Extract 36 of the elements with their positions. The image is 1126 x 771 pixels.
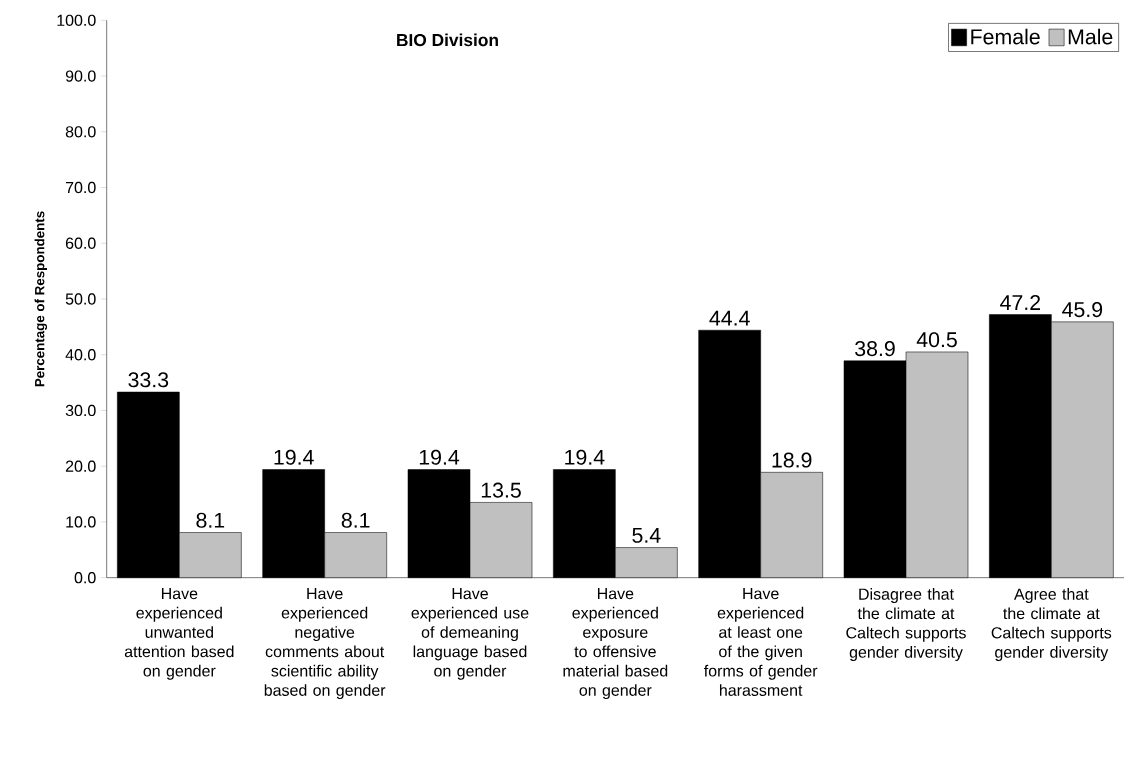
x-tick-label: Have experienced use of demeaning language based on gender <box>411 588 529 680</box>
y-tick-label: 50.0 <box>65 293 96 305</box>
data-label: 33.3 <box>128 372 169 388</box>
y-tick-label: 0.0 <box>74 572 96 584</box>
data-label: 18.9 <box>772 452 812 468</box>
data-label: 13.5 <box>481 482 521 498</box>
data-label: 45.9 <box>1062 302 1103 318</box>
data-label: 19.4 <box>565 449 605 465</box>
data-label: 19.4 <box>419 449 460 465</box>
x-tick-label: Agree that the climate at Caltech supports gender diversity <box>991 588 1112 661</box>
y-tick-label: 30.0 <box>65 404 96 417</box>
y-tick-label: 60.0 <box>65 237 96 249</box>
data-label: 47.2 <box>1000 295 1041 310</box>
y-tick-label: 70.0 <box>65 181 96 194</box>
y-tick-label: 10.0 <box>66 516 96 528</box>
y-tick-label: 40.0 <box>65 349 96 361</box>
text: BIO Division <box>397 33 498 47</box>
data-label: 40.5 <box>916 332 957 348</box>
x-tick-label: Have experienced at least one of the given forms of gender harassment <box>703 588 818 696</box>
legend-label: Female <box>971 28 1040 45</box>
data-label: 19.4 <box>274 449 314 465</box>
y-tick-label: 80.0 <box>65 126 96 138</box>
data-label: 8.1 <box>341 512 370 528</box>
y-axis-title: Percentage of Respondents <box>34 211 48 387</box>
y-tick-label: 20.0 <box>65 460 96 472</box>
y-tick-label: 90.0 <box>65 70 96 82</box>
data-label: 38.9 <box>855 341 895 357</box>
legend-label: Male <box>1068 28 1113 45</box>
data-label: 8.1 <box>196 512 225 528</box>
data-label: 44.4 <box>709 310 750 326</box>
data-label: 5.4 <box>632 527 661 543</box>
x-tick-label: Have experienced negative comments about scientific ability based on gender <box>264 588 386 700</box>
y-tick-label: 100.0 <box>57 14 96 26</box>
x-tick-label: Have experienced unwanted attention based on gender <box>124 588 234 680</box>
x-tick-label: Disagree that the climate at Caltech supports gender diversity <box>846 588 966 661</box>
x-tick-label: Have experienced exposure to offensive material based on gender <box>563 588 668 700</box>
